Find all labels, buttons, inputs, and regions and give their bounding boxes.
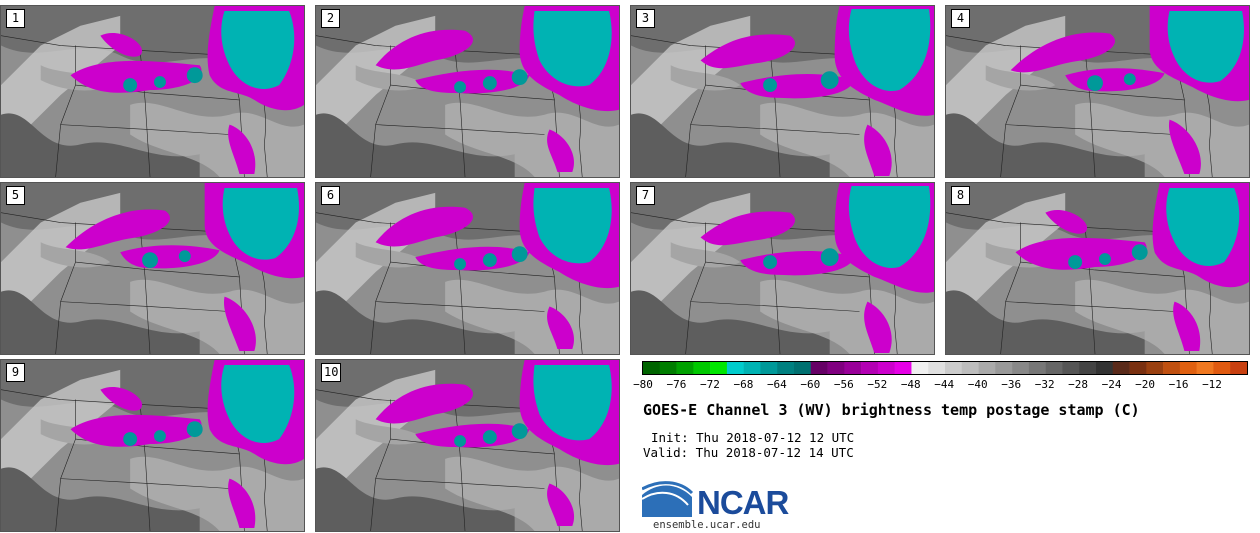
colorbar-swatch bbox=[743, 362, 761, 374]
colorbar-tick-label: −20 bbox=[1135, 378, 1155, 391]
map-panel: 3 bbox=[630, 5, 935, 178]
colorbar-swatch bbox=[844, 362, 862, 374]
colorbar bbox=[642, 361, 1248, 375]
panel-label: 4 bbox=[951, 9, 970, 28]
map-field bbox=[1, 183, 304, 354]
colorbar-tick-label: −24 bbox=[1101, 378, 1122, 391]
colorbar-swatch bbox=[1146, 362, 1164, 374]
map-field bbox=[1, 360, 304, 531]
colorbar-swatch bbox=[659, 362, 677, 374]
colorbar-swatch bbox=[978, 362, 996, 374]
colorbar-tick-label: −12 bbox=[1202, 378, 1222, 391]
colorbar-swatch bbox=[643, 362, 661, 374]
colorbar-tick-label: −36 bbox=[1001, 378, 1022, 391]
colorbar-swatch bbox=[928, 362, 946, 374]
colorbar-ticks: −80 −76 −72 −68 −64 −60 −56 −52 −48 −44 −40 −36 −32−… bbox=[630, 378, 1260, 396]
colorbar-swatch bbox=[995, 362, 1013, 374]
panel-label: 7 bbox=[636, 186, 655, 205]
panel-label: 9 bbox=[6, 363, 25, 382]
colorbar-swatch bbox=[760, 362, 778, 374]
panel-label: 8 bbox=[951, 186, 970, 205]
panel-label: 2 bbox=[321, 9, 340, 28]
colorbar-swatch bbox=[877, 362, 895, 374]
colorbar-swatch bbox=[810, 362, 828, 374]
map-field bbox=[946, 183, 1249, 354]
ncar-logo-icon bbox=[642, 481, 694, 517]
colorbar-tick-label: −72 bbox=[700, 378, 720, 391]
map-panel: 6 bbox=[315, 182, 620, 355]
map-panel: 4 bbox=[945, 5, 1250, 178]
map-field bbox=[631, 6, 934, 177]
map-field bbox=[316, 183, 619, 354]
colorbar-swatch bbox=[961, 362, 979, 374]
map-panel: 1 bbox=[0, 5, 305, 178]
colorbar-swatch bbox=[1196, 362, 1214, 374]
colorbar-tick-label: −60 bbox=[800, 378, 821, 391]
colorbar-swatch bbox=[1129, 362, 1147, 374]
colorbar-tick-label: −76 bbox=[666, 378, 687, 391]
panel-label: 1 bbox=[6, 9, 25, 28]
colorbar-swatch bbox=[710, 362, 728, 374]
colorbar-swatch bbox=[777, 362, 795, 374]
colorbar-swatch bbox=[794, 362, 812, 374]
colorbar-tick-label: −80 bbox=[633, 378, 653, 391]
panel-label: 10 bbox=[321, 363, 342, 382]
colorbar-tick-label: −64 bbox=[766, 378, 787, 391]
map-panel: 10 bbox=[315, 359, 620, 532]
colorbar-swatch bbox=[676, 362, 694, 374]
colorbar-tick-label: −40 bbox=[967, 378, 988, 391]
colorbar-swatch bbox=[1028, 362, 1046, 374]
colorbar-swatch bbox=[945, 362, 963, 374]
panel-label: 3 bbox=[636, 9, 655, 28]
map-panel: 7 bbox=[630, 182, 935, 355]
colorbar-tick-label: −32 bbox=[1034, 378, 1055, 391]
colorbar-swatch bbox=[827, 362, 845, 374]
map-panel: 9 bbox=[0, 359, 305, 532]
map-field bbox=[316, 6, 619, 177]
colorbar-swatch bbox=[1179, 362, 1197, 374]
logo-text: NCAR bbox=[697, 484, 789, 521]
colorbar-tick-label: −44 bbox=[934, 378, 955, 391]
colorbar-swatch bbox=[1112, 362, 1130, 374]
colorbar-swatch bbox=[1062, 362, 1080, 374]
colorbar-swatch bbox=[1230, 362, 1247, 374]
colorbar-tick-label: −48 bbox=[900, 378, 921, 391]
map-panel: 5 bbox=[0, 182, 305, 355]
colorbar-swatch bbox=[1079, 362, 1097, 374]
figure-title: GOES-E Channel 3 (WV) brightness temp po… bbox=[643, 401, 1140, 419]
map-field bbox=[316, 360, 619, 531]
valid-time: Valid: Thu 2018-07-12 14 UTC bbox=[643, 445, 854, 460]
colorbar-swatch bbox=[693, 362, 711, 374]
map-field bbox=[946, 6, 1249, 177]
colorbar-swatch bbox=[861, 362, 879, 374]
colorbar-swatch bbox=[726, 362, 744, 374]
init-time: Init: Thu 2018-07-12 12 UTC bbox=[651, 430, 855, 445]
colorbar-swatch bbox=[911, 362, 929, 374]
colorbar-tick-label: −52 bbox=[867, 378, 888, 391]
colorbar-swatch bbox=[1096, 362, 1114, 374]
colorbar-swatch bbox=[894, 362, 912, 374]
colorbar-swatch bbox=[1163, 362, 1181, 374]
colorbar-tick-label: −68 bbox=[733, 378, 754, 391]
colorbar-tick-label: −56 bbox=[833, 378, 854, 391]
map-panel: 8 bbox=[945, 182, 1250, 355]
colorbar-swatch bbox=[1045, 362, 1063, 374]
colorbar-swatch bbox=[1012, 362, 1030, 374]
panel-label: 6 bbox=[321, 186, 340, 205]
colorbar-swatch bbox=[1213, 362, 1231, 374]
map-panel: 2 bbox=[315, 5, 620, 178]
panel-label: 5 bbox=[6, 186, 25, 205]
logo-url: ensemble.ucar.edu bbox=[653, 519, 761, 531]
map-field bbox=[631, 183, 934, 354]
colorbar-tick-label: −28 bbox=[1068, 378, 1089, 391]
map-field bbox=[1, 6, 304, 177]
colorbar-tick-label: −16 bbox=[1168, 378, 1189, 391]
